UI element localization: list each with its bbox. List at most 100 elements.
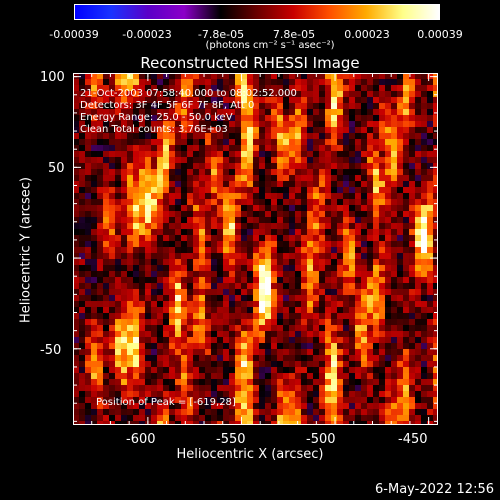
heatmap-cell: [139, 271, 145, 277]
heatmap-cell: [157, 157, 163, 163]
heatmap-cell: [139, 343, 145, 349]
heatmap-cell: [169, 241, 175, 247]
heatmap-cell: [301, 343, 307, 349]
heatmap-cell: [373, 307, 379, 313]
heatmap-cell: [385, 109, 391, 115]
heatmap-cell: [205, 151, 211, 157]
heatmap-cell: [355, 391, 361, 397]
heatmap-cell: [343, 403, 349, 409]
heatmap-cell: [301, 313, 307, 319]
heatmap-cell: [367, 379, 373, 385]
heatmap-cell: [289, 229, 295, 235]
heatmap-cell: [367, 301, 373, 307]
heatmap-cell: [373, 175, 379, 181]
heatmap-cell: [361, 193, 367, 199]
heatmap-cell: [325, 265, 331, 271]
heatmap-cell: [301, 409, 307, 415]
heatmap-cell: [271, 205, 277, 211]
heatmap-cell: [151, 409, 157, 415]
heatmap-cell: [247, 259, 253, 265]
heatmap-cell: [421, 415, 427, 421]
heatmap-cell: [271, 175, 277, 181]
heatmap-cell: [319, 97, 325, 103]
heatmap-cell: [115, 265, 121, 271]
heatmap-cell: [307, 163, 313, 169]
heatmap-cell: [319, 355, 325, 361]
heatmap-cell: [283, 217, 289, 223]
heatmap-cell: [343, 217, 349, 223]
heatmap-cell: [73, 133, 79, 139]
heatmap-cell: [199, 223, 205, 229]
heatmap-cell: [163, 163, 169, 169]
heatmap-cell: [409, 367, 415, 373]
heatmap-cell: [337, 199, 343, 205]
heatmap-cell: [97, 73, 103, 79]
heatmap-cell: [109, 385, 115, 391]
heatmap-cell: [427, 271, 433, 277]
heatmap-cell: [307, 361, 313, 367]
heatmap-cell: [235, 409, 241, 415]
heatmap-cell: [433, 85, 438, 91]
heatmap-cell: [175, 313, 181, 319]
heatmap-cell: [295, 211, 301, 217]
heatmap-cell: [427, 265, 433, 271]
heatmap-cell: [313, 229, 319, 235]
heatmap-cell: [421, 133, 427, 139]
heatmap-cell: [337, 361, 343, 367]
heatmap-cell: [133, 313, 139, 319]
heatmap-cell: [73, 121, 79, 127]
heatmap-cell: [91, 253, 97, 259]
heatmap-cell: [187, 97, 193, 103]
heatmap-cell: [91, 205, 97, 211]
heatmap-cell: [367, 337, 373, 343]
heatmap-cell: [121, 397, 127, 403]
heatmap-cell: [301, 349, 307, 355]
heatmap-cell: [169, 343, 175, 349]
heatmap-cell: [397, 127, 403, 133]
heatmap-cell: [265, 277, 271, 283]
heatmap-cell: [349, 361, 355, 367]
heatmap-cell: [85, 103, 91, 109]
heatmap-cell: [331, 175, 337, 181]
heatmap-cell: [211, 79, 217, 85]
heatmap-cell: [223, 193, 229, 199]
heatmap-cell: [247, 223, 253, 229]
heatmap-cell: [91, 91, 97, 97]
heatmap-cell: [373, 133, 379, 139]
heatmap-cell: [349, 415, 355, 421]
heatmap-cell: [253, 91, 259, 97]
heatmap-cell: [391, 361, 397, 367]
heatmap-cell: [217, 319, 223, 325]
heatmap-cell: [259, 157, 265, 163]
heatmap-cell: [229, 229, 235, 235]
heatmap-cell: [103, 229, 109, 235]
heatmap-cell: [121, 139, 127, 145]
heatmap-cell: [79, 379, 85, 385]
heatmap-cell: [343, 163, 349, 169]
heatmap-cell: [427, 373, 433, 379]
heatmap-cell: [343, 259, 349, 265]
heatmap-cell: [205, 169, 211, 175]
heatmap-cell: [421, 373, 427, 379]
heatmap-cell: [85, 397, 91, 403]
heatmap-cell: [151, 403, 157, 409]
heatmap-cell: [79, 301, 85, 307]
heatmap-cell: [391, 271, 397, 277]
heatmap-cell: [193, 361, 199, 367]
heatmap-cell: [289, 127, 295, 133]
heatmap-cell: [349, 319, 355, 325]
heatmap-cell: [211, 301, 217, 307]
heatmap-cell: [109, 127, 115, 133]
heatmap-cell: [355, 121, 361, 127]
heatmap-cell: [91, 229, 97, 235]
heatmap-cell: [427, 319, 433, 325]
heatmap-cell: [415, 73, 421, 79]
heatmap-cell: [121, 115, 127, 121]
heatmap-cell: [229, 265, 235, 271]
heatmap-cell: [229, 271, 235, 277]
heatmap-cell: [103, 349, 109, 355]
heatmap-cell: [271, 127, 277, 133]
heatmap-cell: [91, 247, 97, 253]
heatmap-cell: [361, 403, 367, 409]
heatmap-cell: [271, 373, 277, 379]
